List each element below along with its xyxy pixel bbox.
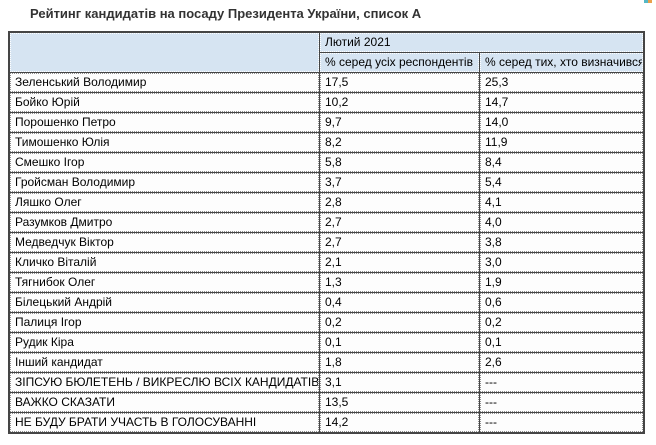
pct-all-respondents-cell: 2,1 [320, 253, 479, 272]
pct-all-respondents-cell: 2,7 [320, 213, 479, 232]
pct-all-respondents-cell: 2,7 [320, 233, 479, 252]
pct-all-respondents-cell: 17,5 [320, 73, 479, 92]
screen-edge-artifact [644, 0, 652, 3]
pct-decided-cell: 5,4 [480, 173, 644, 192]
table-row: НЕ БУДУ БРАТИ УЧАСТЬ В ГОЛОСУВАННІ 14,2 --… [10, 413, 644, 432]
table-row: ВАЖКО СКАЗАТИ 13,5 --- [10, 393, 644, 412]
pct-decided-cell: 0,1 [480, 333, 644, 352]
candidate-name-cell: Палиця Ігор [10, 313, 319, 332]
pct-decided-cell: 14,7 [480, 93, 644, 112]
candidate-rating-table: Лютий 2021 % серед усіх респондентів % с… [8, 31, 646, 434]
page-title: Рейтинг кандидатів на посаду Президента … [30, 6, 422, 21]
table-row: Бойко Юрій 10,2 14,7 [10, 93, 644, 112]
pct-all-respondents-cell: 5,8 [320, 153, 479, 172]
candidate-name-cell: ВАЖКО СКАЗАТИ [10, 393, 319, 412]
candidate-name-cell: НЕ БУДУ БРАТИ УЧАСТЬ В ГОЛОСУВАННІ [10, 413, 319, 432]
pct-decided-cell: 0,2 [480, 313, 644, 332]
candidate-name-cell: Білецький Андрій [10, 293, 319, 312]
table-row: ЗІПСУЮ БЮЛЕТЕНЬ / ВИКРЕСЛЮ ВСІХ КАНДИДАТ… [10, 373, 644, 392]
pct-decided-cell: 2,6 [480, 353, 644, 372]
corner-header-cell [10, 33, 319, 72]
candidate-name-cell: Гройсман Володимир [10, 173, 319, 192]
column-header-decided: % серед тих, хто визначився [480, 53, 644, 72]
pct-all-respondents-cell: 2,8 [320, 193, 479, 212]
table-row: Палиця Ігор 0,2 0,2 [10, 313, 644, 332]
pct-all-respondents-cell: 10,2 [320, 93, 479, 112]
candidate-name-cell: Рудик Кіра [10, 333, 319, 352]
pct-all-respondents-cell: 0,1 [320, 333, 479, 352]
candidate-name-cell: Ляшко Олег [10, 193, 319, 212]
table-row: Інший кандидат 1,8 2,6 [10, 353, 644, 372]
table-row: Зеленський Володимир 17,5 25,3 [10, 73, 644, 92]
table-body: Зеленський Володимир 17,5 25,3 Бойко Юрій 10… [10, 73, 644, 432]
candidate-name-cell: Кличко Віталій [10, 253, 319, 272]
table-row: Білецький Андрій 0,4 0,6 [10, 293, 644, 312]
pct-all-respondents-cell: 9,7 [320, 113, 479, 132]
pct-decided-cell: 0,6 [480, 293, 644, 312]
pct-decided-cell: 4,0 [480, 213, 644, 232]
table-row: Тягнибок Олег 1,3 1,9 [10, 273, 644, 292]
pct-all-respondents-cell: 14,2 [320, 413, 479, 432]
pct-all-respondents-cell: 1,3 [320, 273, 479, 292]
pct-all-respondents-cell: 1,8 [320, 353, 479, 372]
pct-decided-cell: 11,9 [480, 133, 644, 152]
table-row: Ляшко Олег 2,8 4,1 [10, 193, 644, 212]
candidate-name-cell: Смешко Ігор [10, 153, 319, 172]
pct-decided-cell: 1,9 [480, 273, 644, 292]
pct-all-respondents-cell: 8,2 [320, 133, 479, 152]
pct-decided-cell: 3,8 [480, 233, 644, 252]
candidate-name-cell: Медведчук Віктор [10, 233, 319, 252]
table-row: Медведчук Віктор 2,7 3,8 [10, 233, 644, 252]
candidate-name-cell: Тягнибок Олег [10, 273, 319, 292]
pct-all-respondents-cell: 0,4 [320, 293, 479, 312]
pct-decided-cell: --- [480, 393, 644, 412]
candidate-name-cell: Разумков Дмитро [10, 213, 319, 232]
candidate-name-cell: Порошенко Петро [10, 113, 319, 132]
candidate-name-cell: Тимошенко Юлія [10, 133, 319, 152]
table-row: Смешко Ігор 5,8 8,4 [10, 153, 644, 172]
pct-decided-cell: 4,1 [480, 193, 644, 212]
pct-decided-cell: 8,4 [480, 153, 644, 172]
pct-decided-cell: 14,0 [480, 113, 644, 132]
candidate-name-cell: ЗІПСУЮ БЮЛЕТЕНЬ / ВИКРЕСЛЮ ВСІХ КАНДИДАТ… [10, 373, 319, 392]
table-row: Тимошенко Юлія 8,2 11,9 [10, 133, 644, 152]
pct-all-respondents-cell: 3,7 [320, 173, 479, 192]
pct-all-respondents-cell: 13,5 [320, 393, 479, 412]
pct-all-respondents-cell: 0,2 [320, 313, 479, 332]
table-row: Гройсман Володимир 3,7 5,4 [10, 173, 644, 192]
table-header: Лютий 2021 % серед усіх респондентів % с… [10, 33, 644, 72]
table-row: Разумков Дмитро 2,7 4,0 [10, 213, 644, 232]
candidate-name-cell: Інший кандидат [10, 353, 319, 372]
pct-decided-cell: 25,3 [480, 73, 644, 92]
candidate-name-cell: Бойко Юрій [10, 93, 319, 112]
pct-decided-cell: --- [480, 373, 644, 392]
table-row: Порошенко Петро 9,7 14,0 [10, 113, 644, 132]
period-header-cell: Лютий 2021 [320, 33, 644, 52]
candidate-name-cell: Зеленський Володимир [10, 73, 319, 92]
pct-all-respondents-cell: 3,1 [320, 373, 479, 392]
pct-decided-cell: --- [480, 413, 644, 432]
column-header-all-respondents: % серед усіх респондентів [320, 53, 479, 72]
table-row: Рудик Кіра 0,1 0,1 [10, 333, 644, 352]
pct-decided-cell: 3,0 [480, 253, 644, 272]
table-row: Кличко Віталій 2,1 3,0 [10, 253, 644, 272]
